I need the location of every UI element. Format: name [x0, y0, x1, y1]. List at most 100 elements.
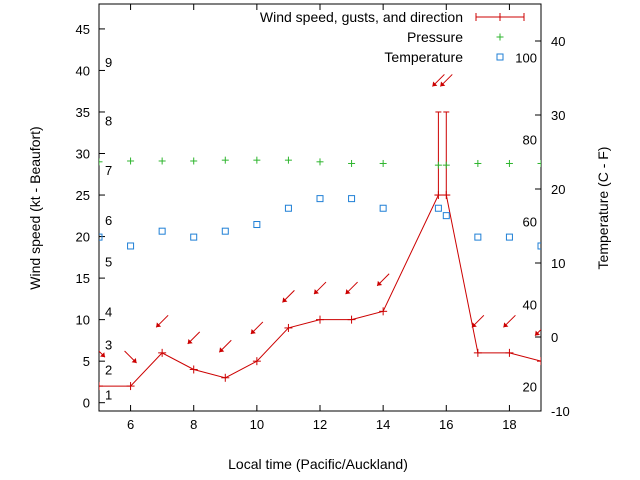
wind-direction-arrow [250, 321, 264, 335]
arrow-head [282, 297, 288, 303]
y-axis-title: Wind speed (kt - Beaufort) [27, 126, 43, 289]
wind-speed-point [379, 307, 388, 316]
arrow-head [131, 358, 137, 364]
pressure-point [127, 157, 135, 165]
pressure-point [379, 159, 387, 167]
arrow-head [345, 289, 351, 295]
wind-speed-point [473, 348, 482, 357]
arrow-head [250, 328, 256, 334]
y-tick-label: 15 [76, 271, 90, 286]
wind-direction-arrow [124, 350, 137, 364]
pressure-point [505, 159, 513, 167]
wind-speed-point [284, 323, 293, 332]
beaufort-label: 7 [105, 163, 112, 178]
wind-direction-arrow [187, 331, 201, 345]
legend-label: Temperature [384, 49, 463, 65]
wind-direction-arrow [534, 328, 541, 336]
temperature-point [127, 242, 135, 250]
fahrenheit-label: 100 [515, 50, 537, 65]
wind-direction-arrow [376, 273, 390, 287]
temperature-point [537, 242, 541, 250]
y2-tick-label: 0 [551, 330, 558, 345]
y2-tick-label: 40 [551, 34, 565, 49]
y2-tick-label: 10 [551, 256, 565, 271]
data-series [99, 74, 541, 391]
temperature-point [190, 233, 198, 241]
legend-label: Pressure [407, 29, 463, 45]
y-tick-label: 20 [76, 230, 90, 245]
wind-direction-arrow [432, 74, 445, 87]
arrow-head [219, 347, 225, 353]
beaufort-label: 2 [105, 362, 112, 377]
y-tick-label: 0 [83, 396, 90, 411]
pressure-point [221, 156, 229, 164]
pressure-point [316, 158, 324, 166]
pressure-point [537, 159, 541, 167]
pressure-point [442, 161, 450, 169]
temperature-point [316, 195, 324, 203]
arrow-head [377, 280, 383, 286]
beaufort-label: 3 [105, 338, 112, 353]
arrow-head [440, 81, 446, 87]
fahrenheit-label: 60 [523, 215, 537, 230]
beaufort-label: 4 [105, 304, 112, 319]
pressure-point [158, 157, 166, 165]
temperature-point [348, 195, 356, 203]
pressure-point [284, 156, 292, 164]
arrow-head [187, 338, 193, 344]
y2-tick-label: -10 [551, 404, 570, 419]
x-tick-label: 10 [250, 417, 264, 432]
temperature-point [379, 204, 387, 212]
wind-speed-point [126, 382, 135, 391]
x-axis-title: Local time (Pacific/Auckland) [228, 456, 408, 472]
wind-speed-point [434, 111, 443, 200]
x-tick-label: 16 [439, 417, 453, 432]
wind-speed-point [316, 315, 324, 324]
fahrenheit-label: 80 [523, 132, 537, 147]
series-clip-group [99, 74, 541, 391]
wind-direction-arrow [471, 314, 485, 328]
wind-direction-arrow [218, 339, 232, 353]
beaufort-label: 8 [105, 113, 112, 128]
temperature-point [253, 221, 261, 229]
x-tick-label: 8 [190, 417, 197, 432]
pressure-point [190, 157, 198, 165]
arrow-head [432, 81, 438, 87]
y-tick-label: 25 [76, 188, 90, 203]
wind-speed-point [537, 357, 541, 366]
plot-frame [98, 3, 542, 412]
fahrenheit-label: 20 [523, 380, 537, 395]
wind-speed-point [505, 348, 514, 357]
pressure-point [434, 161, 442, 169]
beaufort-label: 5 [105, 254, 112, 269]
plot-area [98, 3, 542, 412]
temperature-point [99, 233, 103, 241]
pressure-point [253, 156, 261, 164]
y-tick-label: 10 [76, 313, 90, 328]
legend-sample [475, 13, 525, 21]
arrow-head [156, 322, 162, 328]
y2-tick-label: 20 [551, 182, 565, 197]
wind-speed-point [221, 373, 230, 382]
pressure-point [99, 158, 103, 166]
y2-tick-label: 30 [551, 108, 565, 123]
wind-direction-arrow [439, 74, 453, 87]
x-tick-label: 18 [502, 417, 516, 432]
wind-direction-arrow [155, 314, 169, 328]
temperature-point [434, 204, 442, 212]
wind-speed-point [158, 348, 167, 357]
y2-axis-title: Temperature (C - F) [595, 147, 611, 270]
legend-sample [496, 33, 504, 41]
y-tick-label: 45 [76, 22, 90, 37]
wind-direction-arrow [313, 281, 327, 295]
arrow-head [314, 289, 319, 295]
wind-direction-arrow [282, 290, 295, 303]
legend: Wind speed, gusts, and direction Pressure… [260, 9, 525, 65]
y-tick-label: 5 [83, 354, 90, 369]
wind-direction-arrow [345, 281, 358, 295]
y-tick-label: 35 [76, 105, 90, 120]
wind-speed-point [442, 111, 451, 200]
legend-square [496, 53, 504, 61]
pressure-point [348, 159, 356, 167]
